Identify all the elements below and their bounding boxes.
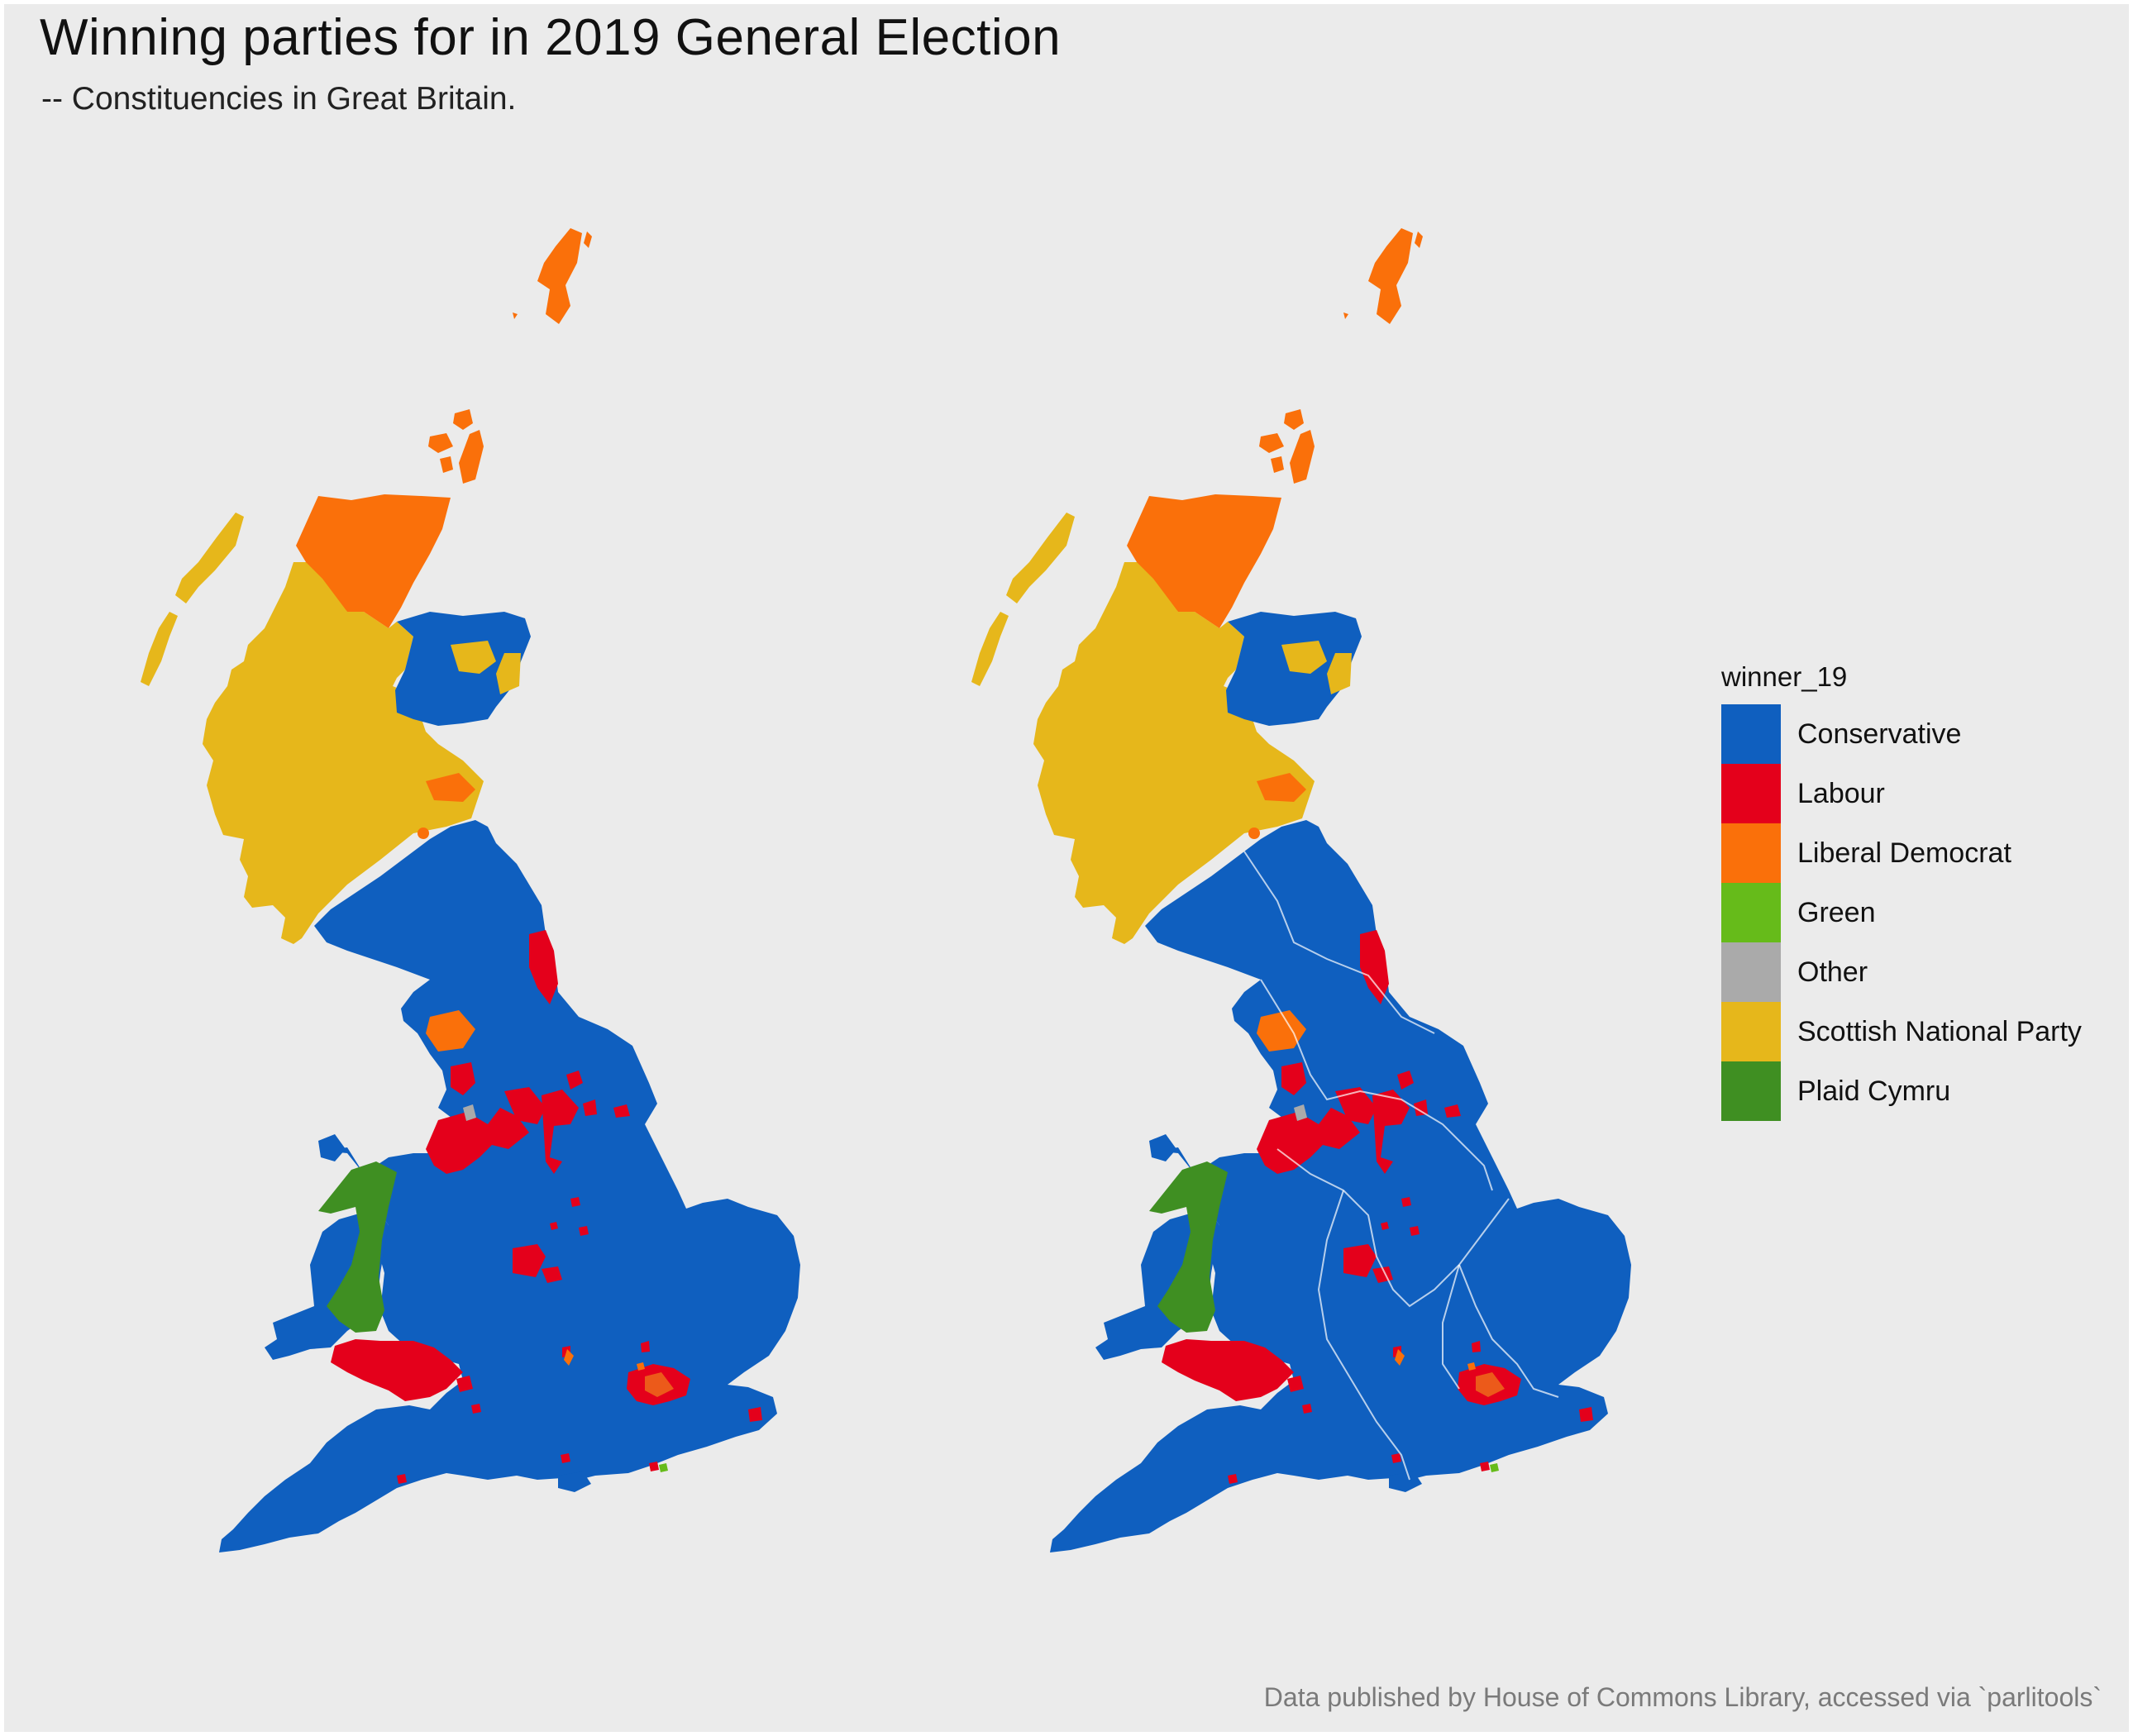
legend-item-green: Green (1721, 883, 2082, 942)
source-caption: Data published by House of Commons Libra… (1263, 1682, 2102, 1712)
map-constituencies-regions (971, 228, 1631, 1552)
legend-swatch (1721, 1002, 1781, 1061)
legend-swatch (1721, 704, 1781, 764)
map-constituencies (141, 228, 800, 1552)
legend-title: winner_19 (1721, 661, 1848, 692)
legend-item-other: Other (1721, 942, 2082, 1002)
legend-label: Green (1797, 896, 1876, 928)
legend-item-conservative: Conservative (1721, 704, 2082, 764)
legend-swatch (1721, 823, 1781, 883)
legend-item-labour: Labour (1721, 764, 2082, 823)
legend-item-snp: Scottish National Party (1721, 1002, 2082, 1061)
page-title: Winning parties for in 2019 General Elec… (40, 9, 1062, 66)
legend-swatch (1721, 764, 1781, 823)
legend-label: Liberal Democrat (1797, 837, 2011, 869)
legend-swatch (1721, 1061, 1781, 1121)
legend-label: Scottish National Party (1797, 1015, 2082, 1047)
legend-item-plaid-cymru: Plaid Cymru (1721, 1061, 2082, 1121)
legend: winner_19 Conservative Labour Liberal De… (1721, 661, 2082, 1121)
legend-item-liberal-democrat: Liberal Democrat (1721, 823, 2082, 883)
legend-label: Other (1797, 956, 1868, 988)
legend-label: Plaid Cymru (1797, 1075, 1951, 1107)
legend-label: Labour (1797, 777, 1885, 809)
region-borders (1243, 851, 1559, 1481)
page-subtitle: -- Constituencies in Great Britain. (41, 81, 517, 117)
legend-swatch (1721, 883, 1781, 942)
legend-label: Conservative (1797, 718, 1962, 750)
legend-swatch (1721, 942, 1781, 1002)
